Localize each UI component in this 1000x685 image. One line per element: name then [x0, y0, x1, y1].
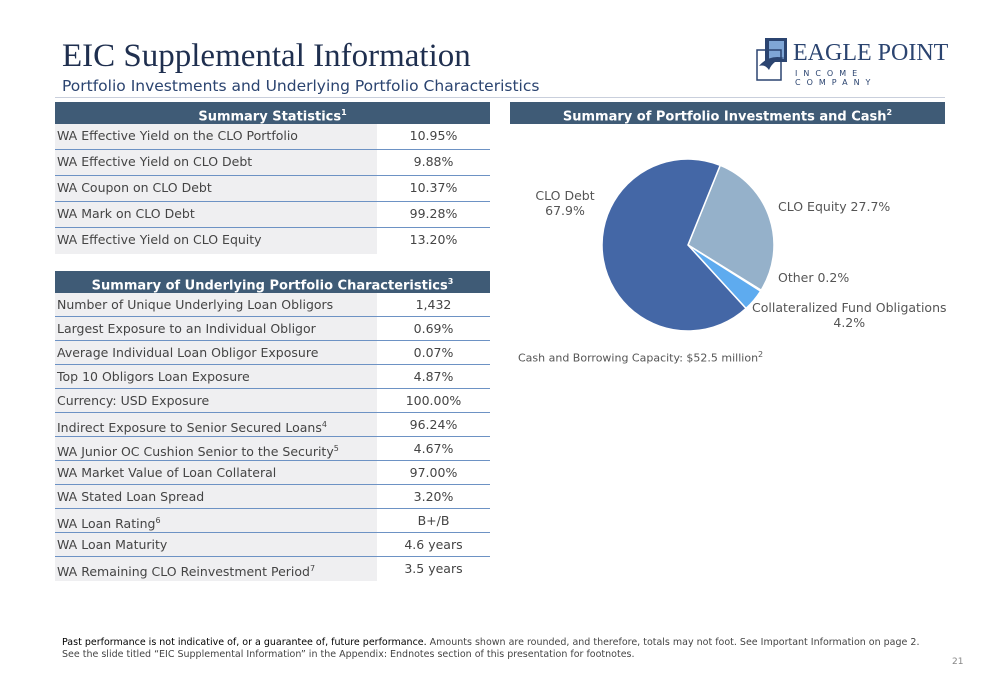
- row-label: Number of Unique Underlying Loan Obligor…: [55, 293, 377, 316]
- label-clo-equity: CLO Equity 27.7%: [778, 199, 891, 214]
- table-row: Largest Exposure to an Individual Obligo…: [55, 317, 490, 341]
- row-value: 4.87%: [413, 369, 454, 384]
- eagle-point-logo: EAGLE POINT INCOME COMPANY: [755, 36, 950, 87]
- row-value: B+/B: [417, 513, 450, 528]
- table-row: WA Mark on CLO Debt 99.28%: [55, 202, 490, 228]
- page-title: EIC Supplemental Information: [62, 38, 471, 74]
- row-label: Indirect Exposure to Senior Secured Loan…: [55, 413, 377, 436]
- table-header: Summary of Underlying Portfolio Characte…: [55, 271, 490, 293]
- row-label: WA Effective Yield on CLO Equity: [55, 228, 377, 254]
- table-row: WA Junior OC Cushion Senior to the Secur…: [55, 437, 490, 461]
- divider: [55, 97, 945, 98]
- row-label: WA Loan Maturity: [55, 533, 377, 556]
- row-value: 10.37%: [409, 180, 458, 195]
- pie-slice-clo-debt: [601, 158, 748, 332]
- row-label: WA Remaining CLO Reinvestment Period7: [55, 557, 377, 581]
- row-value: 0.07%: [413, 345, 454, 360]
- logo-name: EAGLE POINT: [793, 40, 949, 66]
- portfolio-header: Summary of Portfolio Investments and Cas…: [510, 102, 945, 124]
- table-row: WA Effective Yield on CLO Debt 9.88%: [55, 150, 490, 176]
- label-other: Other 0.2%: [778, 270, 850, 285]
- page-number: 21: [952, 657, 964, 667]
- table-row: WA Effective Yield on CLO Equity 13.20%: [55, 228, 490, 254]
- row-value: 97.00%: [409, 465, 458, 480]
- row-label: WA Effective Yield on the CLO Portfolio: [55, 124, 377, 149]
- table-row: WA Loan Maturity 4.6 years: [55, 533, 490, 557]
- cash-note: Cash and Borrowing Capacity: $52.5 milli…: [518, 350, 764, 365]
- row-value: 9.88%: [413, 154, 454, 169]
- row-value: 3.5 years: [404, 561, 463, 576]
- row-value: 100.00%: [405, 393, 462, 408]
- table-row: WA Market Value of Loan Collateral 97.00%: [55, 461, 490, 485]
- row-label: Largest Exposure to an Individual Obligo…: [55, 317, 377, 340]
- row-value: 3.20%: [413, 489, 454, 504]
- table-row: Average Individual Loan Obligor Exposure…: [55, 341, 490, 365]
- table-row: WA Remaining CLO Reinvestment Period7 3.5…: [55, 557, 490, 581]
- row-label: Average Individual Loan Obligor Exposure: [55, 341, 377, 364]
- row-value: 13.20%: [409, 232, 458, 247]
- row-label: WA Market Value of Loan Collateral: [55, 461, 377, 484]
- row-value: 4.67%: [413, 441, 454, 456]
- row-value: 0.69%: [413, 321, 454, 336]
- table-row: WA Effective Yield on the CLO Portfolio 1…: [55, 124, 490, 150]
- underlying-characteristics-table: Summary of Underlying Portfolio Characte…: [55, 271, 490, 581]
- row-label: Currency: USD Exposure: [55, 389, 377, 412]
- row-label: WA Loan Rating6: [55, 509, 377, 532]
- eagle-icon: [756, 38, 787, 81]
- row-label: WA Coupon on CLO Debt: [55, 176, 377, 201]
- summary-statistics-table: Summary Statistics1 WA Effective Yield o…: [55, 102, 490, 254]
- row-value: 4.6 years: [404, 537, 463, 552]
- label-clo-debt: CLO Debt 67.9%: [535, 188, 595, 218]
- row-value: 99.28%: [409, 206, 458, 221]
- table-row: Currency: USD Exposure 100.00%: [55, 389, 490, 413]
- label-cfo: Collateralized Fund Obligations 4.2%: [752, 300, 947, 330]
- table-row: WA Coupon on CLO Debt 10.37%: [55, 176, 490, 202]
- row-value: 96.24%: [409, 417, 458, 432]
- row-label: Top 10 Obligors Loan Exposure: [55, 365, 377, 388]
- table-row: Top 10 Obligors Loan Exposure 4.87%: [55, 365, 490, 389]
- row-value: 1,432: [415, 297, 452, 312]
- row-label: WA Junior OC Cushion Senior to the Secur…: [55, 437, 377, 460]
- table-row: WA Stated Loan Spread 3.20%: [55, 485, 490, 509]
- table-row: Number of Unique Underlying Loan Obligor…: [55, 293, 490, 317]
- pie-slice-clo-equity: [687, 164, 775, 292]
- row-label: WA Stated Loan Spread: [55, 485, 377, 508]
- row-label: WA Mark on CLO Debt: [55, 202, 377, 227]
- page-subtitle: Portfolio Investments and Underlying Por…: [62, 77, 540, 95]
- footer-disclaimer: Past performance is not indicative of, o…: [62, 637, 920, 660]
- table-row: WA Loan Rating6 B+/B: [55, 509, 490, 533]
- table-header: Summary Statistics1: [55, 102, 490, 124]
- logo-sub: INCOME COMPANY: [795, 69, 877, 87]
- portfolio-pie-chart: [601, 158, 775, 332]
- row-value: 10.95%: [409, 128, 458, 143]
- table-row: Indirect Exposure to Senior Secured Loan…: [55, 413, 490, 437]
- row-label: WA Effective Yield on CLO Debt: [55, 150, 377, 175]
